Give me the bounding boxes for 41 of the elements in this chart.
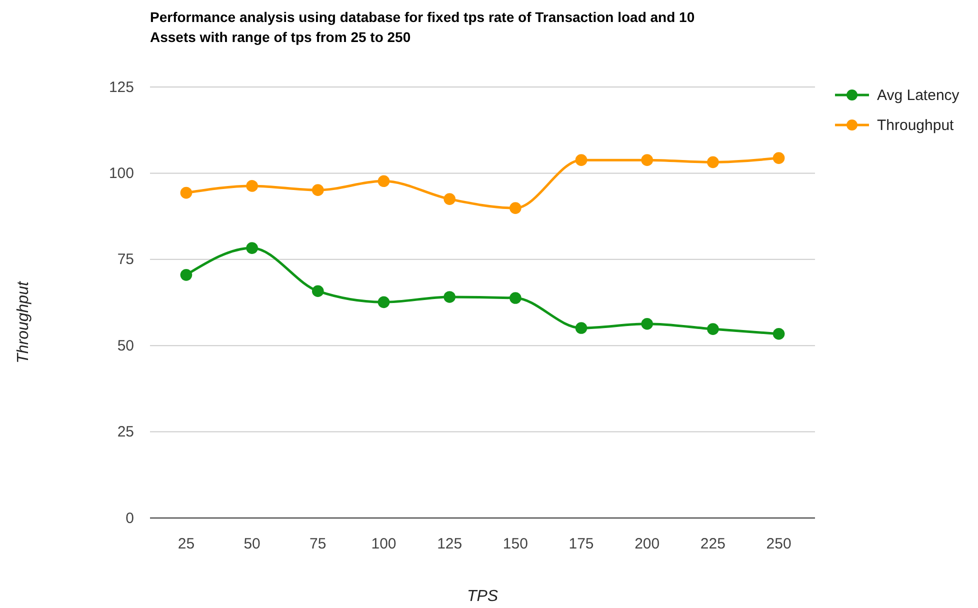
x-tick-label: 50 (244, 536, 260, 553)
x-tick-label: 250 (766, 536, 792, 553)
point (510, 292, 522, 304)
y-tick-label: 100 (108, 165, 134, 182)
y-axis-title: Throughput (15, 281, 32, 364)
point (180, 269, 192, 281)
y-tick-label: 125 (108, 78, 134, 96)
point (707, 323, 719, 335)
x-tick-label: 225 (700, 536, 726, 553)
point (312, 184, 324, 196)
x-tick-label: 150 (502, 536, 528, 553)
point (180, 186, 192, 199)
point (575, 322, 588, 334)
point (641, 154, 654, 166)
y-tick-label: 0 (126, 510, 134, 527)
y-tick-label: 25 (117, 424, 134, 441)
x-tick-label: 200 (634, 536, 660, 553)
point (378, 175, 390, 188)
x-tick-label: 100 (371, 536, 396, 553)
legend-label: Throughput (877, 117, 955, 134)
chart-title: Performance analysis using database for fixed tps rate of Transaction load and 10 Assets with range of tps from 25 to 250 (150, 9, 695, 45)
point (378, 296, 390, 308)
y-tick-label: 50 (117, 337, 134, 354)
y-tick-label: 75 (117, 251, 134, 268)
x-tick-label: 125 (437, 536, 462, 553)
point (444, 193, 456, 205)
legend-label: Avg Latency (877, 87, 960, 104)
point (444, 291, 456, 303)
point (575, 154, 588, 166)
x-axis-title: TPS (466, 588, 498, 605)
x-tick-label: 75 (310, 536, 326, 553)
x-tick-label: 175 (568, 536, 594, 553)
x-tick-label: 25 (178, 536, 195, 553)
point (510, 202, 522, 214)
point (772, 328, 785, 340)
point (641, 318, 654, 330)
point (312, 285, 324, 298)
point (707, 156, 719, 168)
point (246, 242, 258, 254)
point (246, 180, 258, 192)
point (772, 152, 785, 164)
